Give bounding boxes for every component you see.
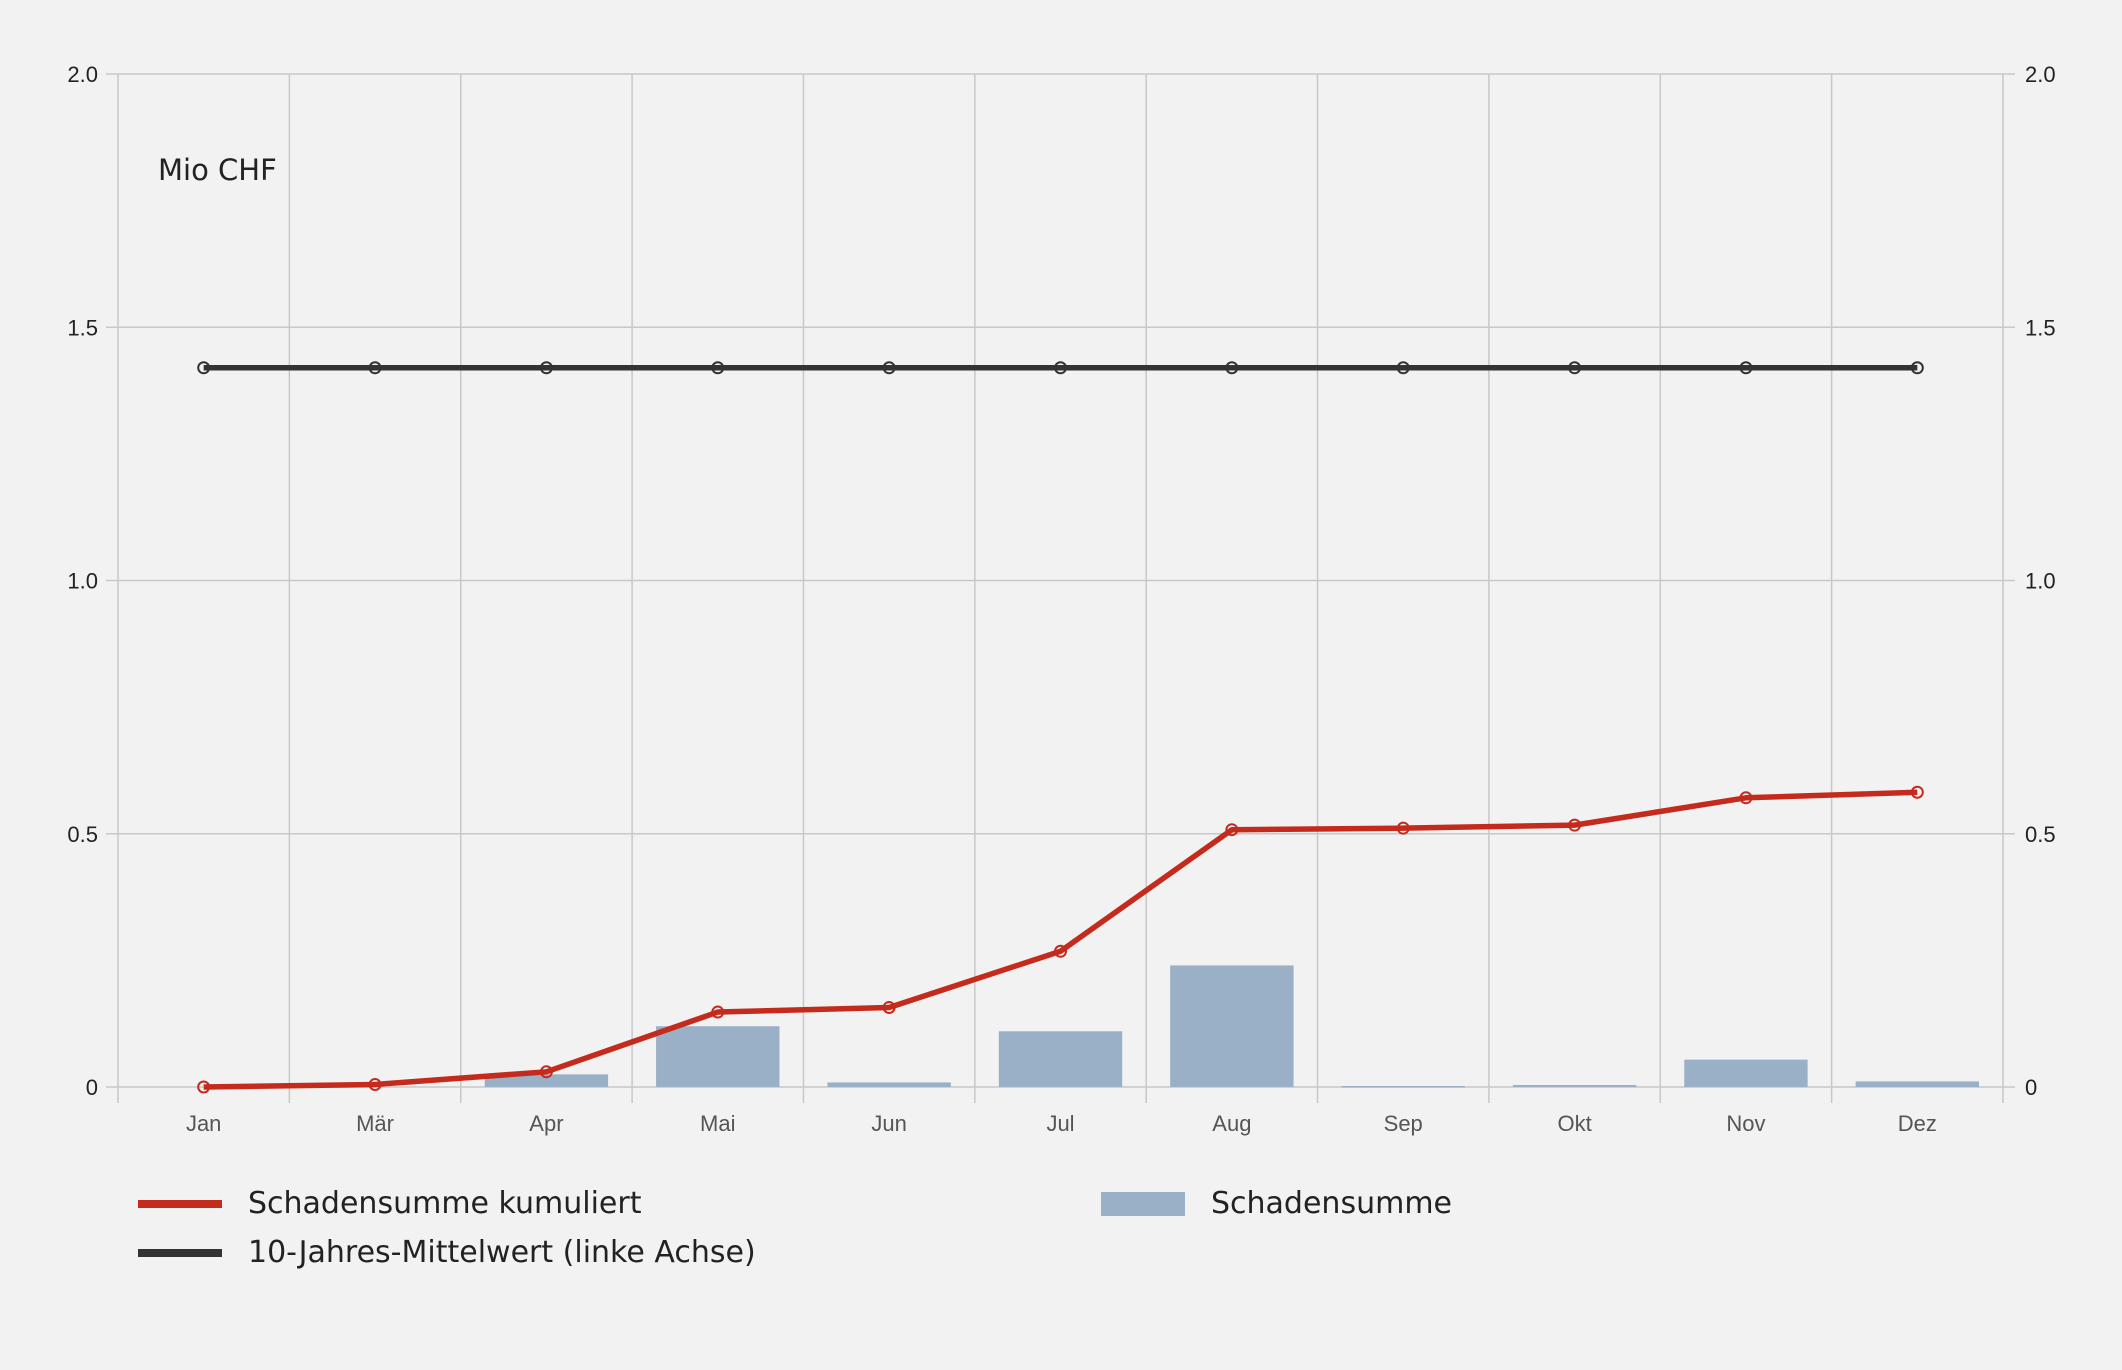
axis-ticks: 0 0 0.5 0.5 1.0 1.0 1.5 1.5 2.0 2.0 Jan Mär Apr Mai Ju…: [67, 62, 2055, 1136]
data-point: [1568, 361, 1582, 375]
grid-lines: [106, 73, 2015, 1103]
data-point: [711, 1005, 725, 1019]
legend-swatch-bars: [1101, 1191, 1185, 1216]
data-point: [1910, 785, 1924, 799]
legend-label-average: 10-Jahres-Mittelwert (linke Achse): [248, 1235, 756, 1270]
y-tick-label-right: 0.5: [2025, 822, 2056, 847]
y-tick-label-right: 0: [2025, 1075, 2037, 1100]
x-tick-label: Okt: [1557, 1111, 1591, 1136]
data-point: [1396, 361, 1410, 375]
y-tick-label-left: 2.0: [67, 62, 98, 87]
data-point: [1054, 361, 1067, 375]
legend-swatch-cumulative: [138, 1199, 222, 1208]
data-point: [711, 361, 725, 375]
y-tick-label-right: 2.0: [2025, 62, 2056, 87]
y-tick-label-right: 1.5: [2025, 315, 2056, 340]
unit-label: Mio CHF: [158, 153, 277, 187]
bar-series: [484, 965, 1980, 1088]
data-point: [1739, 791, 1753, 805]
data-point: [1054, 944, 1067, 958]
bar: [1341, 1085, 1465, 1088]
data-point: [368, 1077, 382, 1091]
legend-item-bars: Schadensumme: [1101, 1186, 1452, 1221]
data-point: [1396, 821, 1410, 835]
legend-swatch-average: [138, 1248, 222, 1257]
bar: [1855, 1081, 1980, 1087]
y-tick-label-left: 0: [86, 1075, 98, 1100]
data-point: [1568, 818, 1582, 832]
y-tick-label-right: 1.0: [2025, 569, 2056, 594]
y-tick-label-left: 1.0: [67, 569, 98, 594]
x-tick-label: Mär: [356, 1111, 394, 1136]
series-line: [203, 789, 1918, 1090]
x-tick-label: Aug: [1212, 1111, 1251, 1136]
data-point: [539, 361, 553, 375]
x-tick-label: Sep: [1384, 1111, 1423, 1136]
data-point: [368, 361, 382, 375]
y-tick-label-left: 1.5: [67, 315, 98, 340]
data-point: [882, 361, 896, 375]
x-tick-label: Mai: [700, 1111, 735, 1136]
bar: [1170, 965, 1294, 1087]
data-point: [1225, 823, 1239, 837]
bar: [1512, 1084, 1637, 1087]
x-tick-label: Apr: [529, 1111, 563, 1136]
data-point: [197, 361, 211, 375]
data-point: [197, 1080, 211, 1094]
x-tick-label: Nov: [1726, 1111, 1765, 1136]
y-tick-label-left: 0.5: [67, 822, 98, 847]
bar: [656, 1026, 780, 1087]
data-point: [1910, 361, 1924, 375]
bar: [827, 1082, 951, 1087]
data-point: [1225, 361, 1239, 375]
x-tick-label: Jul: [1046, 1111, 1074, 1136]
bar: [484, 1074, 609, 1087]
bar: [1684, 1059, 1808, 1087]
legend-label-bars: Schadensumme: [1211, 1186, 1452, 1221]
data-point: [1739, 361, 1753, 375]
x-tick-label: Jan: [186, 1111, 221, 1136]
data-point: [539, 1065, 553, 1079]
legend-item-cumulative: Schadensumme kumuliert: [138, 1186, 641, 1221]
legend-label-cumulative: Schadensumme kumuliert: [248, 1186, 642, 1221]
bar: [998, 1031, 1123, 1087]
data-point: [882, 1000, 896, 1014]
x-tick-label: Dez: [1898, 1111, 1937, 1136]
line-series: [197, 361, 1924, 1094]
legend-item-average: 10-Jahres-Mittelwert (linke Achse): [138, 1235, 756, 1270]
x-tick-label: Jun: [871, 1111, 906, 1136]
